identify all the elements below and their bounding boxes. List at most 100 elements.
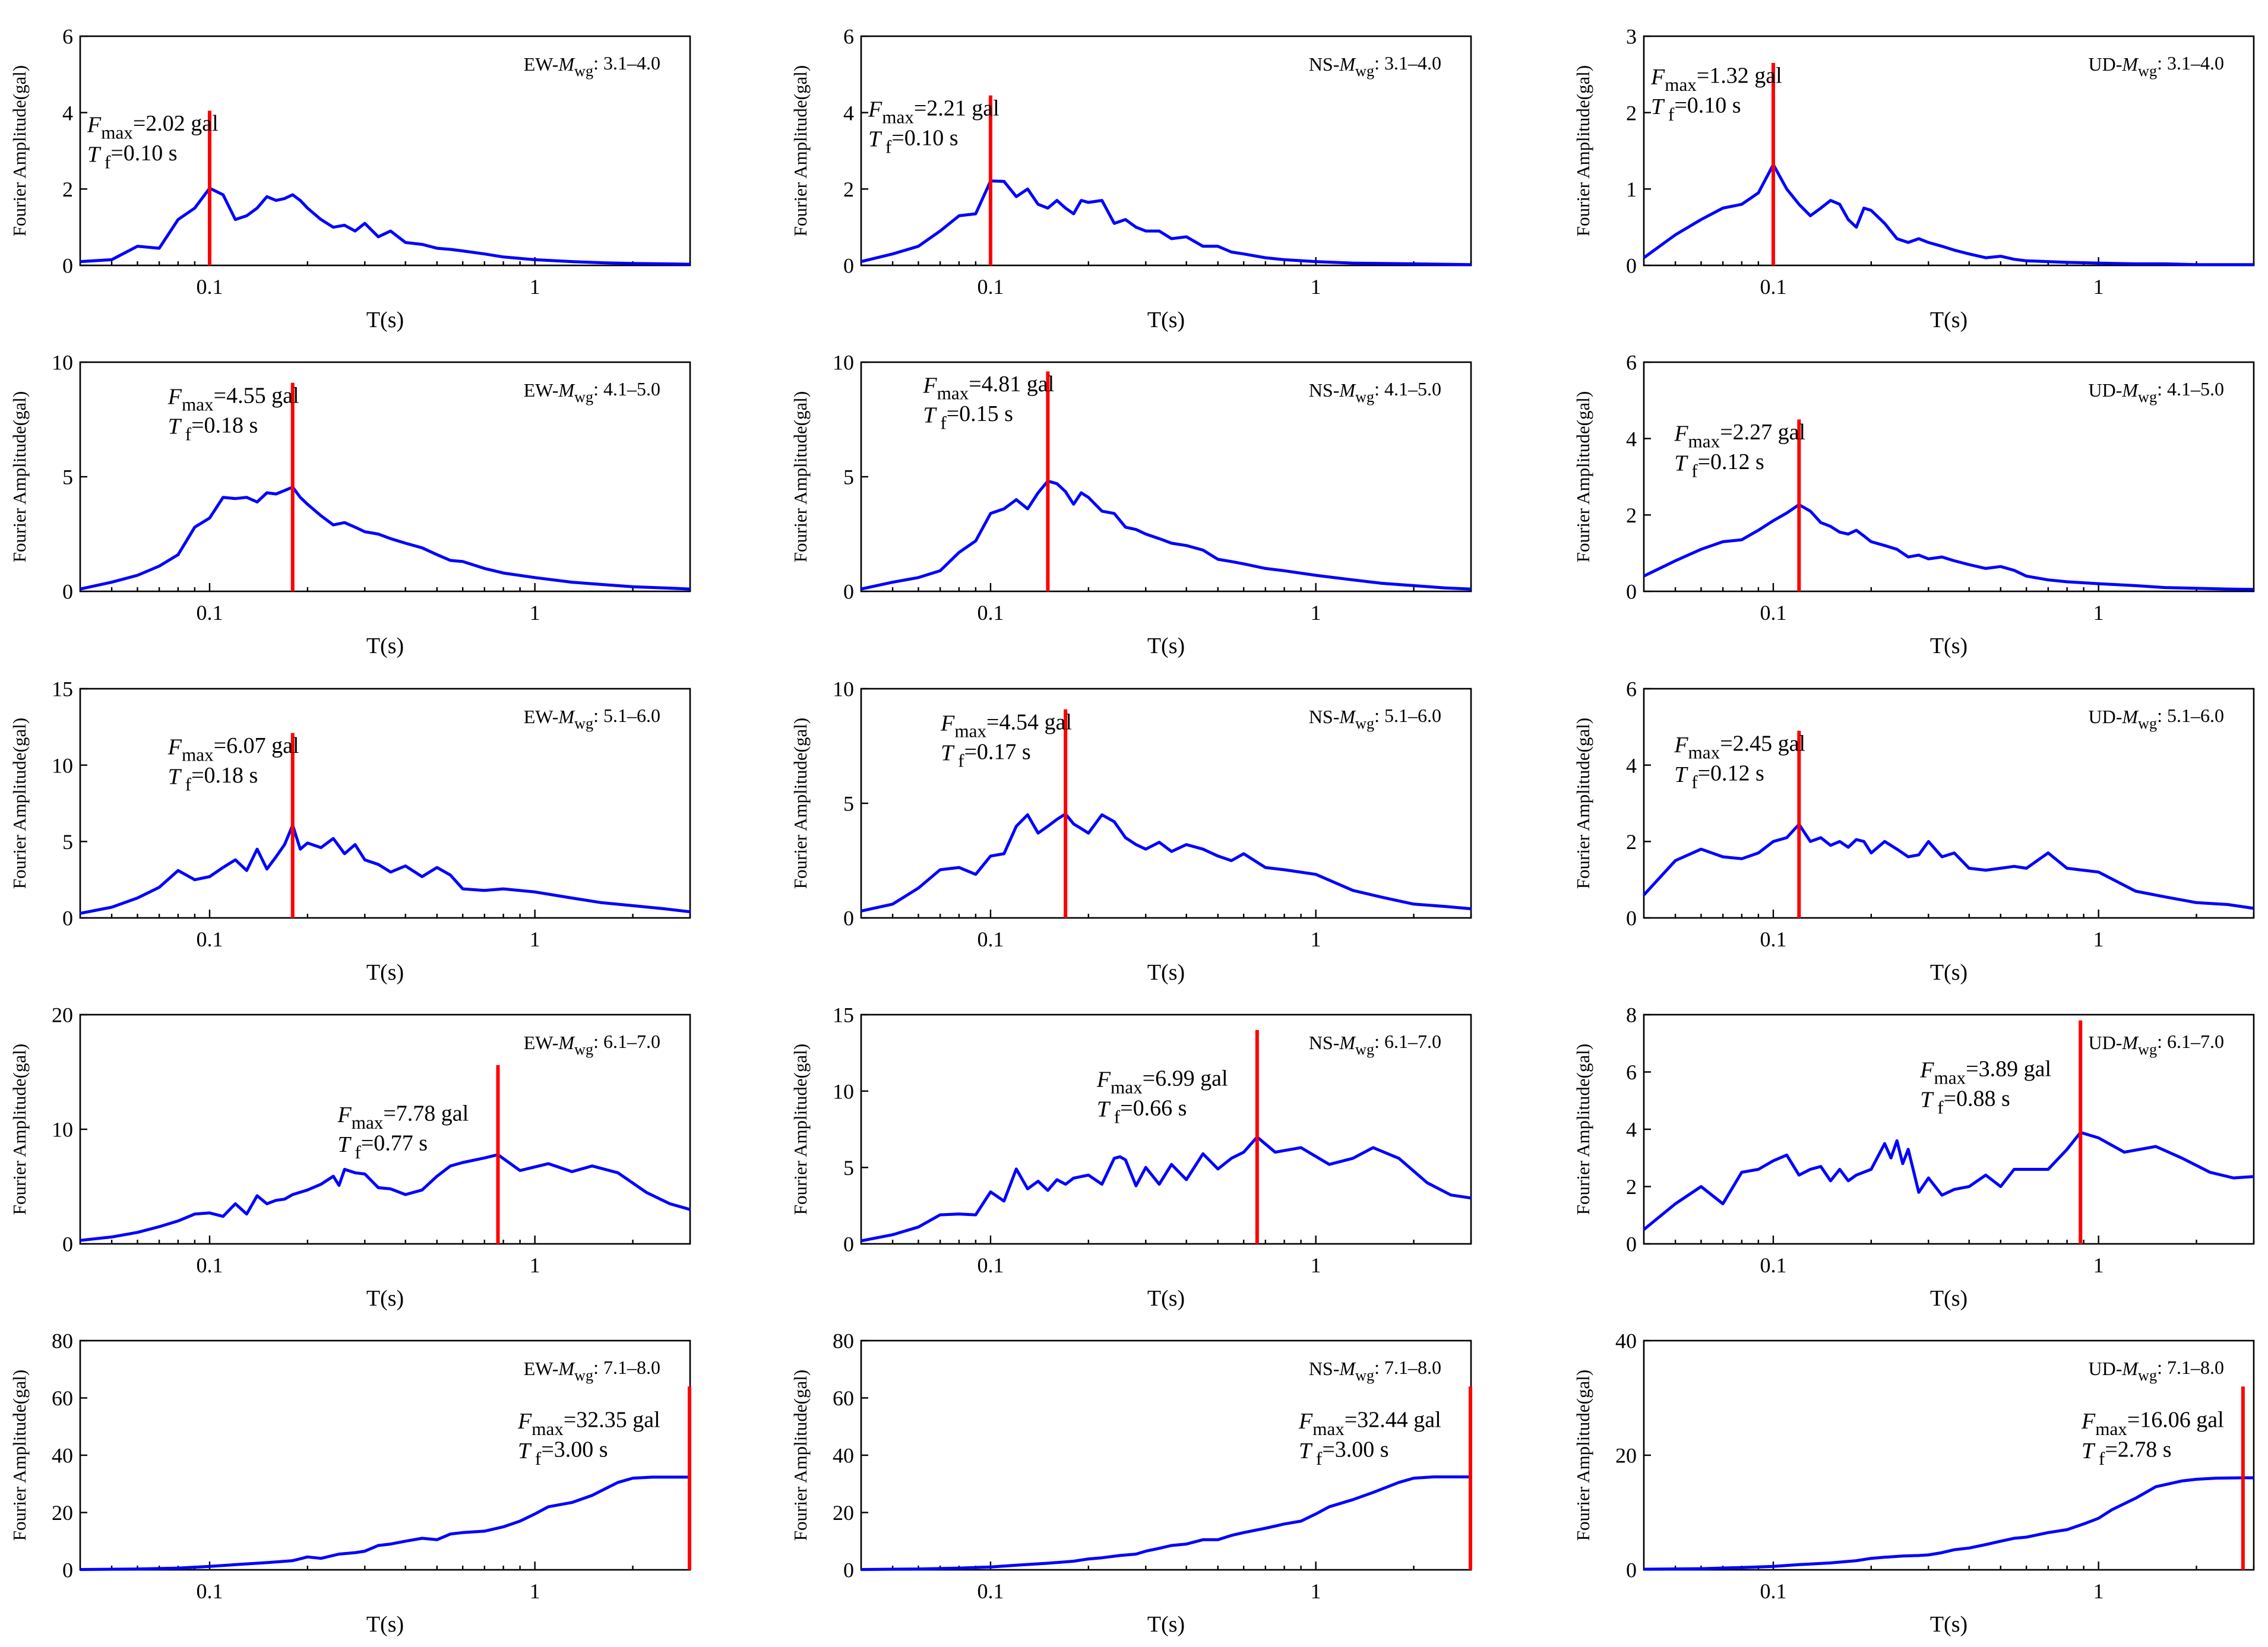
spectrum-line: [861, 479, 1472, 591]
tf-annotation: T f=0.18 s: [168, 763, 258, 794]
y-axis-label: Fourier Amplitude(gal): [790, 65, 811, 236]
x-tick-label: 0.1: [1760, 1253, 1786, 1277]
fmax-value: =16.06 gal: [2127, 1408, 2224, 1433]
fmax-value: =7.78 gal: [383, 1101, 469, 1126]
y-tick-label: 0: [62, 1233, 73, 1256]
y-axis-label: Fourier Amplitude(gal): [9, 718, 30, 889]
tf-symbol: T: [868, 127, 882, 152]
axes-frame: [1643, 35, 2255, 267]
subplot-title: NS-Mwg: 4.1–5.0: [1309, 378, 1441, 406]
subplot-ew-1: 0 2 4 6 0.1 1 T(s) Fourier Amplitude(gal) EW-Mwg…: [9, 25, 691, 332]
subplot-title: EW-Mwg: 3.1–4.0: [524, 52, 660, 80]
title-sub: wg: [2138, 1367, 2157, 1384]
y-tick-label: 2: [1626, 503, 1637, 527]
y-axis-label: Fourier Amplitude(gal): [9, 65, 30, 236]
y-tick-label: 0: [843, 1233, 854, 1256]
fmax-annotation: Fmax=2.45 gal: [1674, 731, 1805, 762]
y-tick-label: 60: [52, 1386, 73, 1410]
y-tick-label: 20: [52, 1003, 73, 1027]
tf-value: =0.12 s: [1698, 761, 1764, 786]
fmax-annotation: Fmax=2.21 gal: [868, 96, 999, 127]
y-tick-label: 2: [62, 178, 73, 201]
title-component: EW-: [524, 53, 559, 75]
y-tick-label: 4: [843, 101, 854, 125]
subplot-ns-2: 0 5 10 0.1 1 T(s) Fourier Amplitude(gal) NS-Mwg…: [790, 351, 1472, 658]
x-axis-label: T(s): [366, 634, 404, 658]
tf-value: =3.00 s: [541, 1437, 608, 1462]
tf-symbol: T: [1651, 94, 1665, 119]
x-tick-label: 1: [2093, 927, 2104, 951]
x-tick-label: 1: [530, 275, 540, 299]
fmax-sub: max: [182, 394, 214, 415]
y-tick-label: 6: [843, 25, 854, 49]
tf-sub: f: [1663, 104, 1675, 125]
subplot-title: UD-Mwg: 5.1–6.0: [2089, 705, 2225, 732]
title-sub: wg: [2138, 1041, 2157, 1058]
subplot-title: EW-Mwg: 4.1–5.0: [524, 378, 660, 406]
title-m: M: [2121, 706, 2139, 727]
title-component: NS-: [1309, 1032, 1340, 1053]
y-axis-label: Fourier Amplitude(gal): [1573, 1370, 1593, 1541]
x-tick-label: 0.1: [1760, 927, 1786, 951]
spectrum-line: [1643, 163, 2254, 267]
fmax-sub: max: [937, 382, 969, 403]
title-m: M: [558, 1032, 575, 1053]
tf-value: =0.18 s: [191, 763, 258, 788]
y-axis-label: Fourier Amplitude(gal): [9, 391, 30, 562]
title-m: M: [2121, 1358, 2139, 1379]
x-tick-label: 0.1: [196, 1253, 223, 1277]
subplot-title: NS-Mwg: 5.1–6.0: [1309, 705, 1441, 732]
tf-sub: f: [181, 424, 192, 445]
fmax-symbol: F: [1650, 65, 1665, 90]
fmax-sub: max: [1688, 430, 1720, 451]
tf-symbol: T: [518, 1439, 532, 1464]
fmax-value: =1.32 gal: [1697, 64, 1782, 88]
y-tick-label: 2: [1626, 830, 1637, 854]
title-sub: wg: [574, 1041, 593, 1058]
tf-symbol: T: [338, 1132, 352, 1157]
spectrum-line: [861, 1135, 1472, 1243]
tf-annotation: T f=0.18 s: [168, 413, 258, 444]
axes-frame: [860, 35, 1472, 267]
subplot-title: EW-Mwg: 5.1–6.0: [524, 705, 660, 732]
y-tick-label: 6: [1626, 677, 1637, 701]
spectrum-line: [80, 186, 691, 266]
y-tick-label: 4: [1626, 427, 1637, 451]
tf-value: =2.78 s: [2105, 1437, 2171, 1462]
title-range: : 5.1–6.0: [2157, 705, 2224, 726]
title-sub: wg: [574, 715, 593, 732]
title-range: : 5.1–6.0: [593, 705, 660, 726]
subplot-ud-2: 0 2 4 6 0.1 1 T(s) Fourier Amplitude(gal) UD-Mwg…: [1573, 351, 2255, 658]
tf-symbol: T: [923, 403, 937, 427]
tf-value: =3.00 s: [1322, 1437, 1388, 1462]
spectrum-line: [1643, 822, 2254, 910]
subplot-title: NS-Mwg: 7.1–8.0: [1309, 1357, 1441, 1384]
y-axis-label: Fourier Amplitude(gal): [790, 391, 811, 562]
title-sub: wg: [1355, 62, 1374, 80]
title-m: M: [1339, 1358, 1356, 1379]
x-tick-label: 0.1: [977, 1579, 1004, 1603]
title-sub: wg: [1355, 1367, 1374, 1384]
fmax-annotation: Fmax=4.81 gal: [922, 372, 1054, 403]
title-range: : 6.1–7.0: [593, 1031, 660, 1052]
y-tick-label: 4: [62, 101, 73, 125]
fmax-annotation: Fmax=4.54 gal: [940, 710, 1072, 741]
fmax-symbol: F: [1919, 1058, 1934, 1083]
title-sub: wg: [2138, 715, 2157, 732]
y-tick-label: 2: [1626, 1175, 1637, 1199]
fmax-annotation: Fmax=16.06 gal: [2081, 1408, 2224, 1439]
title-m: M: [558, 53, 575, 75]
fmax-annotation: Fmax=3.89 gal: [1919, 1056, 2051, 1088]
axes-frame: [860, 1013, 1472, 1245]
title-component: NS-: [1309, 53, 1340, 75]
title-range: : 6.1–7.0: [1374, 1031, 1441, 1052]
subplot-ew-2: 0 5 10 0.1 1 T(s) Fourier Amplitude(gal) EW-Mwg…: [9, 351, 691, 658]
x-axis-label: T(s): [366, 1286, 404, 1311]
title-m: M: [2121, 53, 2139, 75]
axes-frame: [1643, 361, 2255, 593]
y-tick-label: 5: [843, 1156, 854, 1180]
x-tick-label: 1: [530, 1579, 540, 1603]
x-tick-label: 1: [530, 1253, 540, 1277]
tf-annotation: T f=0.12 s: [1674, 761, 1764, 792]
tf-annotation: T f=0.77 s: [338, 1131, 428, 1163]
